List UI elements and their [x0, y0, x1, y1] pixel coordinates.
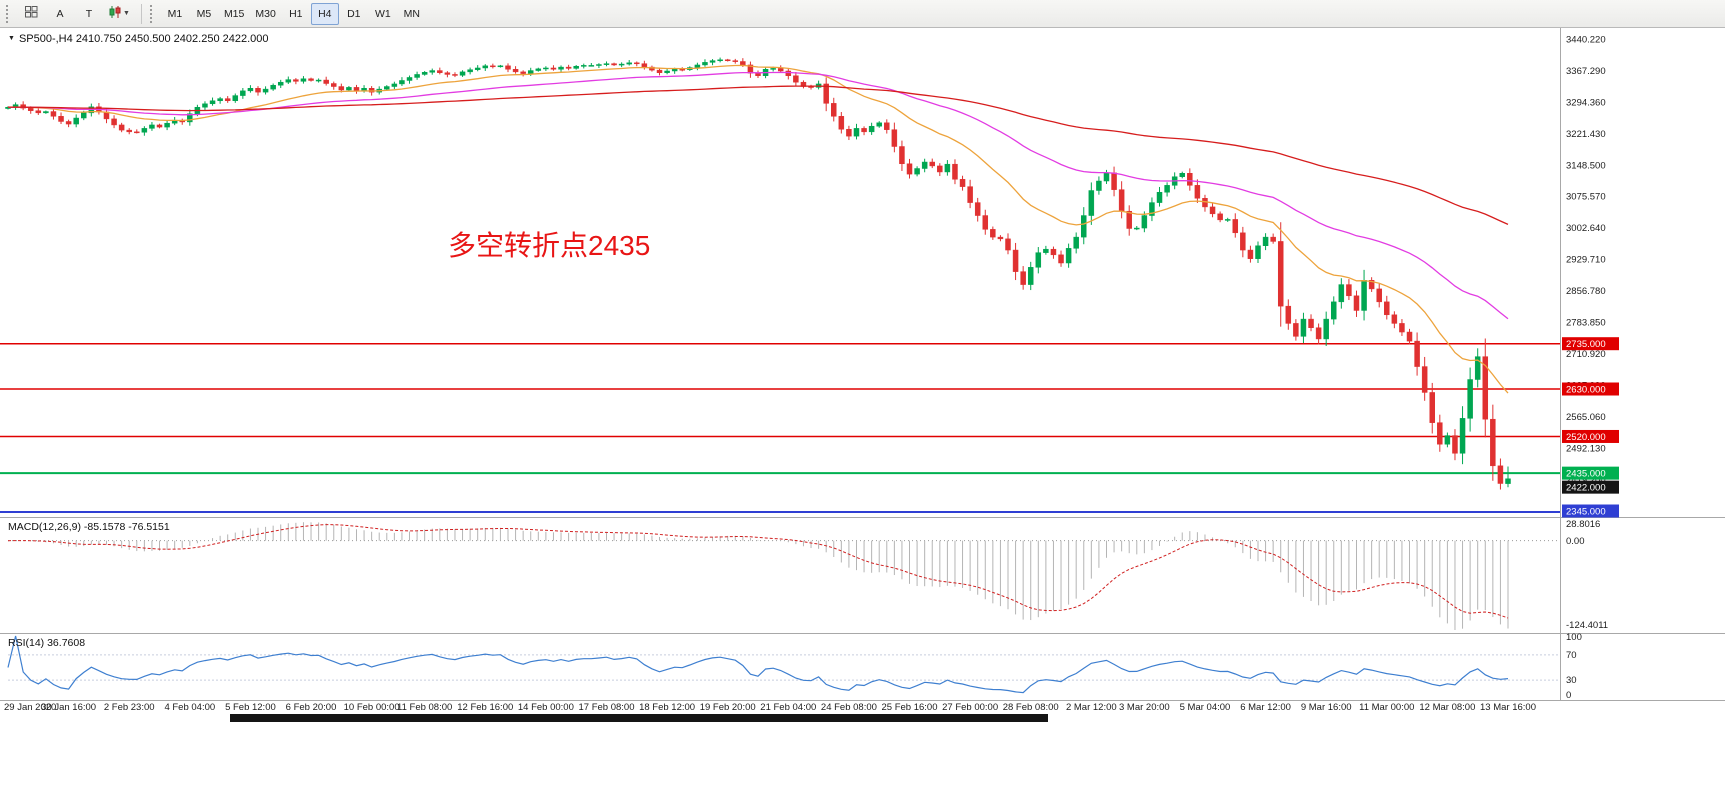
- rsi-axis-labels: 100 70 30 0: [1566, 632, 1582, 701]
- timeframe-m15-button[interactable]: M15: [223, 7, 245, 20]
- svg-text:3294.360: 3294.360: [1566, 97, 1606, 108]
- timeframe-m1-button[interactable]: M1: [167, 7, 183, 20]
- chart-title-symbol: SP500-,H4: [18, 33, 73, 45]
- price-tags: 2735.000 2630.000 2520.000 2435.000 2422.000…: [1562, 337, 1619, 518]
- svg-text:5 Feb 12:00: 5 Feb 12:00: [225, 702, 276, 713]
- candlestick-icon: [109, 6, 121, 21]
- svg-text:29 Jan 2020: 29 Jan 2020: [4, 702, 56, 713]
- svg-text:70: 70: [1566, 650, 1577, 661]
- text-tool-label: T: [85, 7, 93, 20]
- svg-text:2630.000: 2630.000: [1566, 385, 1606, 396]
- svg-text:3367.290: 3367.290: [1566, 66, 1606, 77]
- svg-text:2 Mar 12:00: 2 Mar 12:00: [1066, 702, 1117, 713]
- svg-text:14 Feb 00:00: 14 Feb 00:00: [518, 702, 574, 713]
- svg-text:28.8016: 28.8016: [1566, 519, 1600, 530]
- svg-text:18 Feb 12:00: 18 Feb 12:00: [639, 702, 695, 713]
- svg-text:2422.000: 2422.000: [1566, 483, 1606, 494]
- timeframe-d1-button[interactable]: D1: [347, 7, 361, 20]
- svg-text:2520.000: 2520.000: [1566, 432, 1606, 443]
- price-axis-labels: 3440.220 3367.290 3294.360 3221.430 3148.500…: [1566, 34, 1606, 517]
- svg-text:2435.000: 2435.000: [1566, 469, 1606, 480]
- timeframe-m5-button[interactable]: M5: [196, 7, 212, 20]
- svg-text:24 Feb 08:00: 24 Feb 08:00: [821, 702, 877, 713]
- svg-text:27 Feb 00:00: 27 Feb 00:00: [942, 702, 998, 713]
- svg-text:30 Jan 16:00: 30 Jan 16:00: [41, 702, 96, 713]
- svg-text:2565.060: 2565.060: [1566, 412, 1606, 423]
- text-tool-button[interactable]: T: [75, 3, 103, 25]
- pane-separators[interactable]: [0, 28, 1725, 701]
- svg-text:2 Feb 23:00: 2 Feb 23:00: [104, 702, 155, 713]
- svg-text:3148.500: 3148.500: [1566, 160, 1606, 171]
- timeframes-grip[interactable]: [149, 4, 155, 23]
- rsi-pane: [7, 635, 1560, 694]
- candles: [5, 57, 1511, 490]
- chart-scrollbar-thumb[interactable]: [230, 714, 1048, 722]
- svg-text:2710.920: 2710.920: [1566, 349, 1606, 360]
- svg-text:12 Feb 16:00: 12 Feb 16:00: [457, 702, 513, 713]
- chart-caret-icon: ▼: [8, 35, 15, 42]
- chevron-down-icon: ▼: [123, 10, 130, 17]
- macd-axis-labels: 28.8016 0.00 -124.4011: [1566, 519, 1608, 631]
- svg-text:2735.000: 2735.000: [1566, 339, 1606, 350]
- svg-text:10 Feb 00:00: 10 Feb 00:00: [344, 702, 400, 713]
- toolbar: A T ▼ M1 M5 M15 M30 H1 H4 D1 W1 MN: [0, 0, 1725, 28]
- svg-text:28 Feb 08:00: 28 Feb 08:00: [1003, 702, 1059, 713]
- svg-text:30: 30: [1566, 675, 1577, 686]
- timeframe-mn-button[interactable]: MN: [403, 7, 420, 20]
- timeframe-button-group: M1 M5 M15 M30 H1 H4 D1 W1 MN: [161, 2, 426, 25]
- svg-text:3075.570: 3075.570: [1566, 192, 1606, 203]
- svg-text:19 Feb 20:00: 19 Feb 20:00: [700, 702, 756, 713]
- horizontal-level-lines[interactable]: [0, 342, 1560, 513]
- chart-text-annotation[interactable]: 多空转折点2435: [448, 230, 651, 261]
- svg-text:3440.220: 3440.220: [1566, 34, 1606, 45]
- svg-text:12 Mar 08:00: 12 Mar 08:00: [1419, 702, 1475, 713]
- svg-text:-124.4011: -124.4011: [1566, 620, 1608, 631]
- macd-indicator-label: MACD(12,26,9) -85.1578 -76.5151: [8, 521, 170, 533]
- svg-text:11 Mar 00:00: 11 Mar 00:00: [1359, 702, 1414, 713]
- timeframe-h4-button[interactable]: H4: [310, 2, 339, 25]
- svg-text:2929.710: 2929.710: [1566, 255, 1606, 266]
- svg-text:2783.850: 2783.850: [1566, 318, 1606, 329]
- svg-text:2856.780: 2856.780: [1566, 286, 1606, 297]
- timeframe-m30-button[interactable]: M30: [255, 7, 276, 20]
- svg-text:9 Mar 16:00: 9 Mar 16:00: [1301, 702, 1352, 713]
- chart-title: ▼ SP500-,H4 2410.750 2450.500 2402.250 24…: [8, 33, 269, 45]
- chart-windows-button[interactable]: [17, 3, 45, 25]
- timeframe-h1-button[interactable]: H1: [289, 7, 303, 20]
- svg-text:17 Feb 08:00: 17 Feb 08:00: [578, 702, 634, 713]
- timeframe-w1-button[interactable]: W1: [374, 7, 391, 20]
- macd-pane: [7, 522, 1560, 630]
- svg-text:25 Feb 16:00: 25 Feb 16:00: [882, 702, 938, 713]
- toolbar-separator: [140, 3, 142, 24]
- indicators-button[interactable]: ▼: [104, 3, 135, 25]
- svg-text:2419.200: 2419.200: [1566, 475, 1606, 486]
- rsi-indicator-label: RSI(14) 36.7608: [8, 637, 86, 649]
- arrow-tool-label: A: [56, 7, 64, 20]
- svg-text:0.00: 0.00: [1566, 536, 1585, 547]
- svg-text:2345.000: 2345.000: [1566, 507, 1606, 518]
- arrow-tool-button[interactable]: A: [46, 3, 74, 25]
- moving-average-lines: [7, 64, 1509, 394]
- svg-text:13 Mar 16:00: 13 Mar 16:00: [1480, 702, 1536, 713]
- svg-text:3002.640: 3002.640: [1566, 223, 1606, 234]
- svg-text:4 Feb 04:00: 4 Feb 04:00: [164, 702, 215, 713]
- chart-grid-icon: [24, 6, 38, 21]
- svg-text:6 Feb 20:00: 6 Feb 20:00: [286, 702, 337, 713]
- svg-text:21 Feb 04:00: 21 Feb 04:00: [760, 702, 816, 713]
- svg-text:2492.130: 2492.130: [1566, 443, 1606, 454]
- toolbar-grip[interactable]: [6, 4, 11, 23]
- svg-text:100: 100: [1566, 632, 1582, 643]
- svg-text:0: 0: [1566, 690, 1571, 701]
- chart-title-ohlc: 2410.750 2450.500 2402.250 2422.000: [75, 33, 269, 45]
- svg-text:6 Mar 12:00: 6 Mar 12:00: [1240, 702, 1291, 713]
- svg-text:3 Mar 20:00: 3 Mar 20:00: [1119, 702, 1170, 713]
- svg-text:5 Mar 04:00: 5 Mar 04:00: [1180, 702, 1231, 713]
- svg-text:3221.430: 3221.430: [1566, 129, 1606, 140]
- svg-text:11 Feb 08:00: 11 Feb 08:00: [397, 702, 452, 713]
